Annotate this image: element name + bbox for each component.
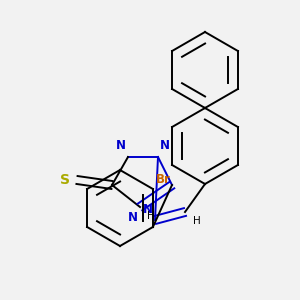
Text: H: H bbox=[193, 216, 201, 226]
Text: N: N bbox=[143, 203, 153, 216]
Text: H: H bbox=[147, 211, 155, 221]
Text: N: N bbox=[116, 139, 126, 152]
Text: N: N bbox=[128, 211, 138, 224]
Text: S: S bbox=[60, 173, 70, 187]
Text: Br: Br bbox=[156, 173, 171, 186]
Text: N: N bbox=[160, 139, 170, 152]
